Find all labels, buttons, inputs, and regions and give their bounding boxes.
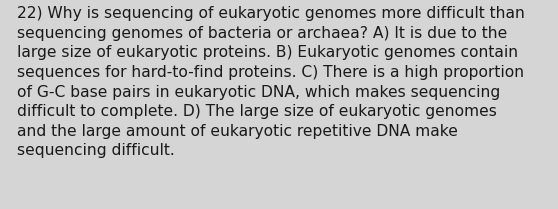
Text: 22) Why is sequencing of eukaryotic genomes more difficult than
sequencing genom: 22) Why is sequencing of eukaryotic geno… bbox=[17, 6, 525, 158]
